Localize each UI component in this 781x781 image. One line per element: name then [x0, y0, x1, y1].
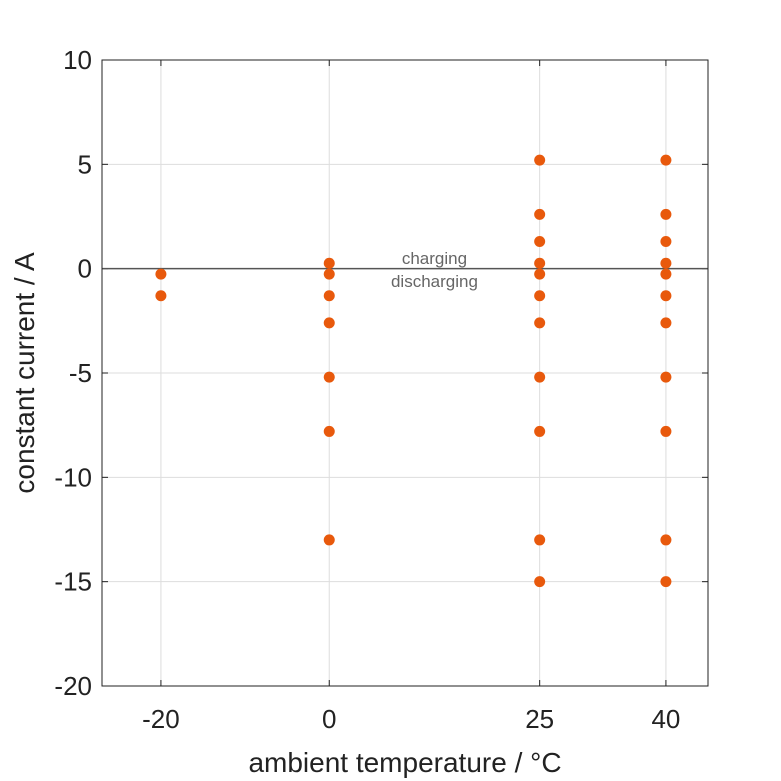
data-point [534, 236, 546, 248]
data-point [534, 576, 546, 588]
data-point [660, 576, 672, 588]
y-tick-labels: -20 -15 -10 -5 0 5 10 [54, 45, 92, 701]
x-tick-label: -20 [142, 704, 180, 734]
data-point [660, 236, 672, 248]
data-point [534, 534, 546, 546]
x-tick-label: 25 [525, 704, 554, 734]
data-point [660, 208, 672, 220]
y-tick-label: -10 [54, 462, 92, 492]
grid [102, 59, 708, 687]
data-point [323, 317, 335, 329]
data-point [660, 317, 672, 329]
annotation-discharging: discharging [391, 272, 478, 291]
data-point [155, 290, 167, 302]
data-points [155, 154, 672, 588]
annotations: charging discharging [391, 249, 478, 291]
data-point [323, 534, 335, 546]
data-point [323, 425, 335, 437]
data-point [660, 371, 672, 383]
y-axis-title: constant current / A [9, 252, 40, 494]
data-point [660, 425, 672, 437]
data-point [534, 371, 546, 383]
y-tick-label: 10 [63, 45, 92, 75]
y-tick-label: 0 [78, 254, 92, 284]
data-point [660, 257, 672, 269]
x-axis-title: ambient temperature / °C [248, 747, 561, 778]
data-point [534, 317, 546, 329]
annotation-charging: charging [402, 249, 467, 268]
data-point [323, 257, 335, 269]
data-point [534, 290, 546, 302]
y-tick-label: 5 [78, 149, 92, 179]
data-point [660, 534, 672, 546]
data-point [534, 154, 546, 166]
data-point [323, 371, 335, 383]
y-tick-label: -5 [69, 358, 92, 388]
x-tick-labels: -20 0 25 40 [142, 704, 680, 734]
data-point [534, 208, 546, 220]
data-point [155, 268, 167, 280]
x-tick-label: 40 [651, 704, 680, 734]
plot-frame [101, 59, 709, 687]
data-point [534, 425, 546, 437]
y-tick-label: -15 [54, 567, 92, 597]
data-point [534, 257, 546, 269]
data-point [323, 290, 335, 302]
data-point [660, 268, 672, 280]
data-point [534, 268, 546, 280]
data-point [323, 268, 335, 280]
y-tick-label: -20 [54, 671, 92, 701]
data-point [660, 154, 672, 166]
data-point [660, 290, 672, 302]
x-tick-label: 0 [322, 704, 336, 734]
